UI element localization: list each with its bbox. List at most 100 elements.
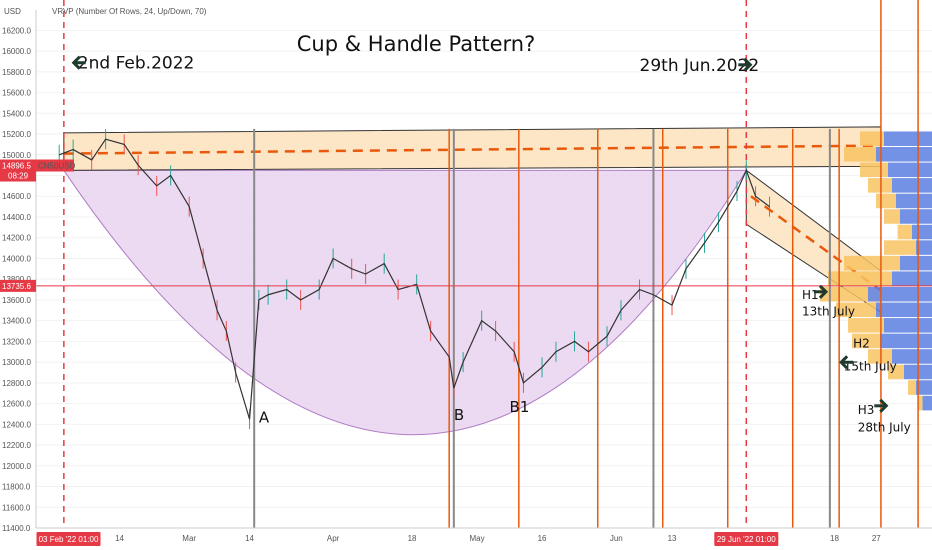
y-tick-label: 13800.0 <box>2 275 31 284</box>
volume-bar-up <box>876 193 896 209</box>
y-tick-label: 13600.0 <box>2 296 31 305</box>
price-badge-time: 08:29 <box>8 172 29 181</box>
volume-bar-up <box>828 271 892 286</box>
arrow-head-icon <box>818 284 829 299</box>
y-tick-label: 15200.0 <box>2 130 31 139</box>
y-tick-label: 15400.0 <box>2 109 31 118</box>
date-badge <box>36 532 101 546</box>
arrow-head-icon <box>879 398 889 413</box>
annotations: 2nd Feb.2022 29th Jun.2022 A B B1 H1 13th July… <box>71 54 911 435</box>
annotation-label: A <box>259 408 270 426</box>
price-badge-label: 13735.6 <box>2 282 31 291</box>
volume-bar-down <box>880 333 932 349</box>
x-tick-label: 18 <box>408 534 417 543</box>
volume-bar-up <box>860 162 888 178</box>
x-tick-label: 27 <box>872 534 881 543</box>
volume-bar-up <box>860 131 884 146</box>
y-tick-label: 12800.0 <box>2 379 31 388</box>
volume-bar-down <box>896 193 932 209</box>
axes: 11400.0 11600.0 11800.0 12000.0 12200.0 12400… <box>0 10 932 546</box>
x-tick-label: May <box>469 534 484 543</box>
annotation-label: H3 <box>858 403 875 417</box>
volume-bar-up <box>844 255 900 271</box>
volume-bar-up <box>917 395 923 411</box>
arrow-head-icon <box>839 355 849 370</box>
volume-bar-down <box>916 240 932 255</box>
price-badge <box>0 279 36 292</box>
annotation-label: H1 <box>802 288 819 302</box>
volume-bar-up <box>844 147 876 162</box>
volume-bar-down <box>912 224 932 240</box>
volume-bar-down <box>884 131 932 146</box>
annotation-label: 13th July <box>802 304 855 318</box>
price-badge <box>0 159 36 182</box>
volume-bar-up <box>820 286 868 302</box>
y-tick-label: 16200.0 <box>2 26 31 35</box>
volume-bar-down <box>892 178 932 193</box>
annotation-label: 2nd Feb.2022 <box>78 54 195 74</box>
arrow-head-icon <box>743 57 753 72</box>
annotation-label: H2 <box>853 337 870 351</box>
y-tick-label: 11600.0 <box>2 503 31 512</box>
y-tick-label: 12600.0 <box>2 400 31 409</box>
date-badge-label: 03 Feb '22 01:00 <box>39 535 99 544</box>
y-tick-label: 15600.0 <box>2 89 31 98</box>
x-tick-label: Mar <box>182 534 196 543</box>
y-tick-label: 12000.0 <box>2 462 31 471</box>
y-tick-label: 12400.0 <box>2 420 31 429</box>
price-badge-label: 14896.5 <box>2 162 31 171</box>
volume-bar-up <box>897 224 912 240</box>
volume-bar-up <box>836 302 876 318</box>
y-tick-label: 14400.0 <box>2 213 31 222</box>
y-tick-label: 14600.0 <box>2 192 31 201</box>
volume-bar-up <box>852 333 880 349</box>
cup-shape <box>62 169 748 435</box>
annotation-label: B <box>454 406 464 424</box>
y-tick-label: 12200.0 <box>2 441 31 450</box>
x-tick-label: 14 <box>115 534 124 543</box>
annotation-label: 29th Jun.2022 <box>640 56 760 76</box>
volume-bar-down <box>900 209 932 224</box>
symbol-label: CN50USD <box>38 162 76 171</box>
price-series <box>36 129 932 430</box>
volume-bar-up <box>848 318 884 333</box>
price-line <box>59 138 770 420</box>
volume-bar-up <box>884 209 900 224</box>
x-tick-label: 14 <box>245 534 254 543</box>
annotation-label: 28th July <box>858 421 911 435</box>
x-tick-label: Jun <box>610 534 623 543</box>
y-tick-label: 11800.0 <box>2 483 31 492</box>
volume-bar-down <box>876 147 932 162</box>
y-tick-label: 14000.0 <box>2 254 31 263</box>
volume-bar-down <box>892 271 932 286</box>
volume-bar-up <box>884 240 916 255</box>
y-tick-label: 14200.0 <box>2 234 31 243</box>
x-tick-label: 13 <box>668 534 677 543</box>
volume-bar-down <box>876 302 932 318</box>
y-tick-label: 15800.0 <box>2 68 31 77</box>
y-tick-label: 16000.0 <box>2 47 31 56</box>
volume-bar-down <box>892 349 932 364</box>
annotation-label: 15th July <box>844 359 897 373</box>
y-tick-label: 11400.0 <box>2 524 31 533</box>
volume-bar-up <box>868 178 892 193</box>
arrow-left-icon <box>839 355 854 370</box>
x-tick-label: 16 <box>538 534 547 543</box>
volume-bar-down <box>916 380 932 395</box>
indicator-label: VRVP (Number Of Rows, 24, Up/Down, 70) <box>52 7 207 16</box>
date-badge <box>714 532 779 546</box>
x-tick-label: 18 <box>830 534 839 543</box>
y-tick-label: 13000.0 <box>2 358 31 367</box>
y-tick-label: 13200.0 <box>2 337 31 346</box>
volume-bar-up <box>868 349 892 364</box>
arrow-left-icon <box>71 55 86 70</box>
volume-bar-down <box>922 395 932 411</box>
volume-bar-up <box>888 364 904 380</box>
arrow-right-icon <box>813 284 829 299</box>
resistance-midline <box>63 144 881 155</box>
volume-bar-up <box>908 380 916 395</box>
date-badge-label: 29 Jun '22 01:00 <box>717 535 776 544</box>
symbol-badge <box>36 159 74 172</box>
arrow-right-icon <box>738 57 753 72</box>
